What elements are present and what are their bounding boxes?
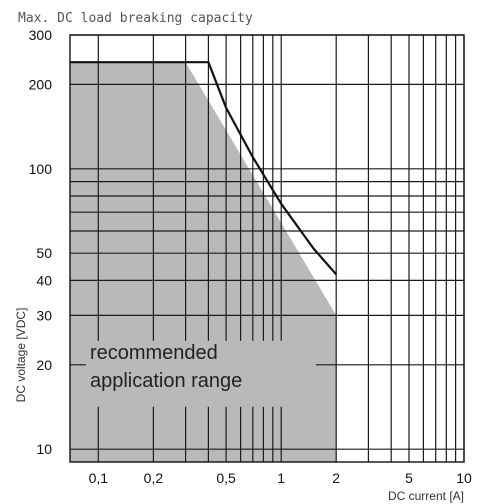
y-tick-label: 100 <box>29 161 53 177</box>
x-tick-label: 0,5 <box>216 470 236 486</box>
breaking-capacity-curve <box>70 61 338 276</box>
y-axis-label: DC voltage [VDC] <box>14 308 28 403</box>
x-axis-label: DC current [A] <box>388 489 464 503</box>
y-tick-label: 30 <box>36 307 52 323</box>
annotation-background <box>85 340 316 407</box>
y-tick-label: 50 <box>36 245 52 261</box>
plot-area: recommended application range 0,1 0,2 0,5 1 2 5… <box>29 27 472 486</box>
annotation-line-2: application range <box>90 370 242 392</box>
x-tick-label: 1 <box>277 470 285 486</box>
y-tick-label: 10 <box>36 441 52 457</box>
y-tick-label: 200 <box>29 76 53 92</box>
x-tick-label: 2 <box>332 470 340 486</box>
x-tick-label: 10 <box>456 470 472 486</box>
chart-title: Max. DC load breaking capacity <box>18 11 253 26</box>
y-tick-label: 300 <box>29 27 53 43</box>
x-tick-label: 0,1 <box>89 470 109 486</box>
annotation-line-1: recommended <box>90 342 218 364</box>
x-tick-label: 5 <box>405 470 413 486</box>
plot-frame <box>69 34 465 463</box>
x-tick-label: 0,2 <box>144 470 164 486</box>
y-tick-label: 40 <box>36 272 52 288</box>
y-tick-label: 20 <box>36 357 52 373</box>
